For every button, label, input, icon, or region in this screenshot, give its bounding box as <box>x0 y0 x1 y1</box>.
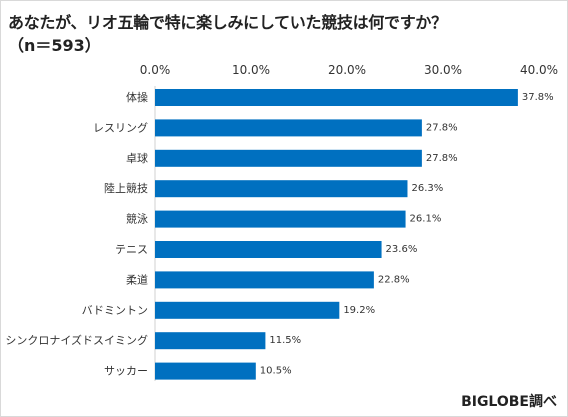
data-label: 27.8% <box>426 153 458 164</box>
bar <box>155 241 382 258</box>
bar <box>155 180 408 198</box>
x-tick-label: 0.0% <box>140 63 171 77</box>
bar <box>155 89 518 106</box>
bar <box>155 362 256 380</box>
data-label: 26.3% <box>411 183 443 194</box>
data-label: 23.6% <box>386 244 418 255</box>
category-label: テニス <box>115 243 148 256</box>
data-label: 11.5% <box>269 335 301 346</box>
x-tick-label: 40.0% <box>520 63 558 77</box>
category-label: 体操 <box>126 90 148 104</box>
bar <box>155 301 340 319</box>
data-label: 37.8% <box>522 92 554 103</box>
bar <box>155 149 422 167</box>
category-label: バドミントン <box>82 304 148 317</box>
x-tick-label: 10.0% <box>232 63 270 77</box>
category-label: 競泳 <box>126 212 148 226</box>
category-label: 卓球 <box>126 151 148 165</box>
chart-subtitle: （n＝593） <box>8 36 101 55</box>
category-label: 柔道 <box>126 272 148 286</box>
data-label: 19.2% <box>343 305 375 316</box>
category-label: 陸上競技 <box>104 181 148 195</box>
bar <box>155 271 374 289</box>
data-label: 22.8% <box>378 274 410 285</box>
x-tick-label: 20.0% <box>328 63 366 77</box>
bar <box>155 119 422 137</box>
chart-title: あなたが、リオ五輪で特に楽しみにしていた競技は何ですか？ <box>8 13 447 32</box>
category-label: レスリング <box>93 120 148 134</box>
bar <box>155 210 406 228</box>
data-label: 10.5% <box>260 366 292 377</box>
bar <box>155 332 266 350</box>
data-label: 26.1% <box>410 214 442 225</box>
category-label: サッカー <box>104 365 148 378</box>
category-label: シンクロナイズドスイミング <box>5 333 148 347</box>
source-credit: BIGLOBE調べ <box>461 394 557 410</box>
x-tick-label: 30.0% <box>424 63 462 77</box>
data-label: 27.8% <box>426 122 458 133</box>
